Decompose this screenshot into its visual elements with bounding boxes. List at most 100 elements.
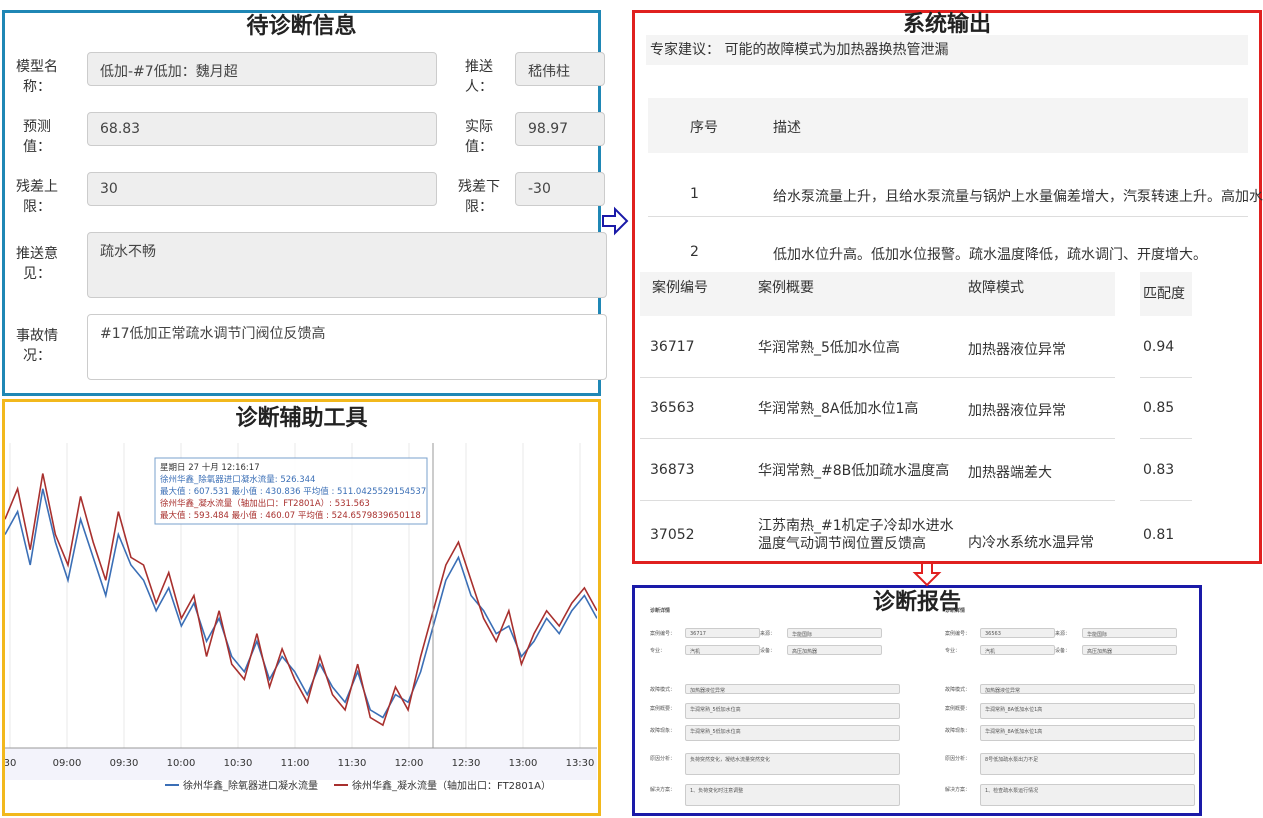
tooltip-line: 徐州华鑫_凝水流量（轴加出口：FT2801A）: 531.563 [160, 498, 370, 509]
case-header: 案例概要 [758, 280, 814, 296]
report-box: 汽机 [980, 645, 1055, 655]
row-line [1140, 438, 1192, 439]
x-tick-label: 13:00 [509, 758, 538, 769]
trend-chart: 30 09:00 09:30 10:00 10:30 11:00 11:30 12:00 12:… [5, 443, 597, 792]
report-box: 汽机 [685, 645, 760, 655]
case-header: 案例编号 [652, 280, 708, 296]
desc-cell: 给水泵流量上升，且给水泵流量与锅炉上水量偏差增大，汽泵转速上升。高加水位升高 [773, 189, 1263, 205]
case-cell: 37052 [650, 527, 695, 543]
report-box: 华润常熟_8A低加水位1高 [980, 703, 1195, 719]
report-value: 华润常熟_8A低加水位1高 [985, 729, 1043, 735]
report-value: 汽机 [690, 649, 701, 655]
desc-header: 序号 [690, 120, 718, 136]
case-header: 故障模式 [968, 280, 1024, 296]
report-value: 华能国际 [792, 632, 813, 638]
x-tick-label: 12:30 [452, 758, 481, 769]
report-box: 加热器液位异常 [980, 684, 1195, 694]
series-line [5, 473, 597, 727]
output-title: 系统输出 [902, 12, 991, 37]
case-cell: 0.83 [1143, 462, 1175, 478]
report-box: 高压加热器 [1082, 645, 1177, 655]
row-line [640, 500, 1115, 501]
x-tick-label: 30 [5, 758, 16, 769]
field-input: #17低加正常疏水调节门阀位反馈高 [87, 314, 607, 380]
down-arrow [912, 562, 942, 587]
field-input: 68.83 [87, 112, 437, 146]
report-box: 加热器液位异常 [685, 684, 900, 694]
report-label: 案例概要： [650, 706, 676, 712]
case-header-bg [640, 272, 1115, 316]
report-label: 原因分析： [945, 756, 971, 762]
tooltip-line: 星期日 27 十月 12:16:17 [160, 462, 260, 473]
case-cell: 36873 [650, 462, 695, 478]
case-header-bg [1140, 272, 1192, 316]
row-line [648, 216, 1248, 217]
tool-title: 诊断辅助工具 [235, 406, 368, 431]
tooltip-line: 徐州华鑫_除氧器进口凝水流量: 526.344 [160, 474, 315, 485]
report-value: 华润常熟_5低加水位高 [690, 707, 741, 713]
report-box: 华润常熟_8A低加水位1高 [980, 725, 1195, 741]
field-label: 实际值： [465, 119, 493, 155]
case-cell: 江苏南热_#1机定子冷却水进水温度气动调节阀位置反馈高 [758, 518, 954, 552]
tool-panel [2, 399, 601, 816]
report-box: 1、检查疏水泵运行情况 [980, 784, 1195, 806]
report-box: 华能国际 [787, 628, 882, 638]
output-panel [632, 10, 1262, 564]
x-tick-label: 11:00 [281, 758, 310, 769]
case-cell: 0.81 [1143, 527, 1175, 543]
report-box: 1、负荷变化时注意调整 [685, 784, 900, 806]
report-box: 高压加热器 [787, 645, 882, 655]
field-label: 残差上限： [16, 179, 58, 215]
x-tick-label: 09:00 [53, 758, 82, 769]
report-value: 1、负荷变化时注意调整 [690, 788, 744, 794]
case-cell: 内冷水系统水温异常 [968, 535, 1094, 551]
report-box: 36717 [685, 628, 760, 638]
case-cell: 36717 [650, 339, 695, 355]
field-label: 预测值： [23, 119, 51, 155]
report-value: 加热器液位异常 [690, 688, 726, 694]
case-cell: 0.85 [1143, 400, 1175, 416]
report-label: 设备： [1055, 648, 1071, 654]
report-panel [632, 585, 1202, 816]
report-value: 华能国际 [1087, 632, 1108, 638]
desc-cell: 1 [690, 186, 699, 202]
report-label: 解决方案： [650, 787, 676, 793]
field-input: -30 [515, 172, 605, 206]
report-box: 华润常熟_5低加水位高 [685, 725, 900, 741]
report-title: 诊断报告 [872, 590, 961, 615]
report-value: 汽机 [985, 649, 996, 655]
legend-label: 徐州华鑫_除氧器进口凝水流量 [183, 779, 318, 792]
row-line [640, 377, 1115, 378]
report-value: 36717 [690, 631, 706, 637]
row-line [640, 438, 1115, 439]
field-label: 模型名称： [16, 59, 58, 95]
report-label: 专业： [650, 648, 666, 654]
plot-bg-band [5, 748, 597, 780]
field-input: 30 [87, 172, 437, 206]
report-label: 来源： [1055, 631, 1071, 637]
case-cell: 36563 [650, 400, 695, 416]
report-value: 36563 [985, 631, 1001, 637]
report-value: 高压加热器 [1087, 649, 1113, 655]
report-box: 华润常熟_5低加水位高 [685, 703, 900, 719]
report-box: 华能国际 [1082, 628, 1177, 638]
legend-label: 徐州华鑫_凝水流量（轴加出口：FT2801A） [352, 779, 551, 792]
x-tick-label: 12:00 [395, 758, 424, 769]
report-box: 36563 [980, 628, 1055, 638]
row-line [1140, 377, 1192, 378]
case-cell: 加热器液位异常 [968, 403, 1066, 419]
report-heading: 诊断详情 [650, 608, 671, 614]
report-value: 1、检查疏水泵运行情况 [985, 788, 1039, 794]
tooltip-box [154, 457, 428, 525]
case-cell: 华润常熟_5低加水位高 [758, 340, 900, 356]
report-label: 案例概要： [945, 706, 971, 712]
report-value: 华润常熟_5低加水位高 [690, 729, 741, 735]
report-box: 负荷突然变化，凝结水流量突然变化 [685, 753, 900, 775]
report-label: 设备： [760, 648, 776, 654]
series-line [5, 488, 597, 719]
report-label: 来源： [760, 631, 776, 637]
field-input: 嵇伟柱 [515, 52, 605, 86]
report-box: 8号低加疏水泵出力不足 [980, 753, 1195, 775]
field-label: 推送人： [465, 59, 493, 95]
row-line [1140, 500, 1192, 501]
